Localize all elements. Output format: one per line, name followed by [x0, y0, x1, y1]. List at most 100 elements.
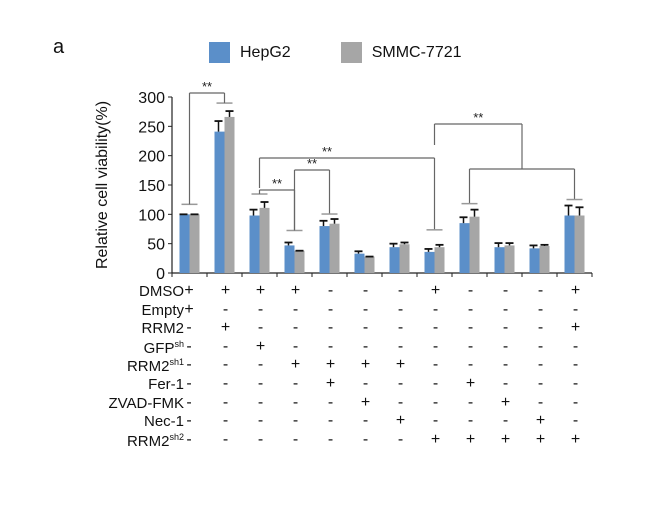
treatment-plus: + [500, 393, 511, 411]
treatment-row-label: RRM2sh1 [127, 357, 184, 375]
treatment-minus: - [362, 319, 369, 337]
y-axis-label: Relative cell viability(%) [94, 101, 111, 269]
treatment-row-label: DMSO [139, 283, 184, 300]
treatment-minus: - [502, 412, 509, 430]
bar-smmc [434, 247, 445, 273]
treatment-name: RRM2 [126, 432, 170, 450]
treatment-plus: + [430, 430, 441, 448]
treatment-minus: - [537, 300, 544, 318]
treatment-minus: - [186, 337, 192, 355]
bar-smmc [399, 244, 410, 273]
treatment-plus: + [395, 412, 406, 430]
treatment-minus: - [186, 412, 192, 430]
treatment-minus: - [502, 337, 509, 355]
treatment-minus: - [432, 337, 439, 355]
treatment-minus: - [397, 300, 404, 318]
treatment-minus: - [257, 375, 264, 392]
treatment-minus: - [362, 430, 369, 448]
y-tick-label: 100 [138, 207, 165, 224]
legend-item-smmc: SMMC-7721 [340, 42, 462, 63]
treatment-plus: + [220, 319, 231, 337]
treatment-minus: - [467, 393, 474, 411]
bar-smmc [224, 116, 235, 274]
treatment-minus: - [327, 430, 334, 448]
treatment-plus: + [500, 430, 511, 448]
treatment-plus: + [570, 430, 581, 448]
treatment-minus: - [432, 375, 439, 392]
treatment-minus: - [186, 430, 192, 448]
treatment-minus: - [257, 412, 264, 430]
treatment-minus: - [222, 300, 229, 318]
bar-smmc [189, 214, 200, 273]
y-tick-label: 250 [138, 119, 165, 136]
bar-smmc [329, 223, 340, 273]
y-tick-label: 0 [156, 266, 165, 283]
treatment-minus: - [397, 319, 404, 337]
bar-smmc [504, 245, 515, 273]
bar-hepg2 [564, 215, 575, 273]
treatment-minus: - [397, 337, 404, 355]
treatment-minus: - [292, 337, 299, 355]
treatment-minus: - [327, 282, 334, 299]
significance-label: ** [322, 144, 332, 159]
treatment-name: GFP [143, 339, 175, 357]
treatment-minus: - [257, 430, 264, 448]
treatment-plus: + [360, 393, 371, 411]
legend: HepG2 SMMC-7721 [209, 42, 512, 63]
treatment-row-label: ZVAD-FMK [108, 395, 184, 412]
y-tick-label: 50 [147, 237, 165, 254]
treatment-plus: + [184, 282, 194, 299]
treatment-minus: - [397, 375, 404, 392]
bar-smmc [539, 246, 550, 273]
treatment-plus: + [255, 282, 266, 299]
treatment-minus: - [327, 393, 334, 411]
bar-smmc [574, 215, 585, 273]
treatment-plus: + [465, 375, 476, 392]
y-tick-label: 150 [138, 178, 165, 195]
treatment-name: Nec-1 [143, 413, 184, 431]
treatment-minus: - [362, 412, 369, 430]
treatment-name: Fer-1 [148, 376, 184, 393]
treatment-minus: - [222, 430, 229, 448]
treatment-minus: - [467, 319, 474, 337]
bar-hepg2 [284, 245, 295, 273]
treatment-row-label: Empty [141, 302, 184, 319]
treatment-name: Empty [141, 301, 184, 319]
treatment-minus: - [362, 337, 369, 355]
treatment-plus: + [535, 412, 546, 430]
treatment-plus: + [570, 319, 581, 337]
legend-swatch-hepg2 [209, 42, 230, 63]
treatment-row-label: Fer-1 [148, 376, 184, 393]
treatment-minus: - [292, 300, 299, 318]
treatment-name: RRM2 [126, 358, 170, 376]
treatment-minus: - [397, 282, 404, 299]
bar-smmc [469, 216, 480, 273]
treatment-plus: + [430, 282, 441, 299]
treatment-plus: + [220, 282, 231, 299]
treatment-minus: - [257, 393, 264, 411]
treatment-plus: + [255, 337, 266, 355]
treatment-minus: - [537, 393, 544, 411]
treatment-name: DMSO [139, 283, 184, 300]
treatment-row-label: Nec-1 [144, 413, 184, 430]
treatment-minus: - [537, 375, 544, 392]
treatment-plus: + [290, 282, 301, 299]
treatment-minus: - [292, 393, 299, 411]
treatment-minus: - [292, 375, 299, 392]
y-tick-label: 200 [138, 149, 165, 166]
treatment-minus: - [537, 356, 544, 374]
bar-hepg2 [354, 253, 365, 273]
significance-label: ** [272, 176, 282, 191]
significance-label: ** [473, 110, 483, 125]
legend-label-hepg2: HepG2 [240, 43, 291, 61]
treatment-plus: + [395, 356, 406, 374]
treatment-minus: - [362, 300, 369, 318]
treatment-minus: - [467, 356, 474, 374]
treatment-minus: - [292, 430, 299, 448]
treatment-minus: - [432, 393, 439, 411]
y-tick-label: 300 [138, 90, 165, 107]
treatment-minus: - [257, 300, 264, 318]
panel-label: a [53, 36, 65, 58]
treatment-minus: - [502, 282, 509, 299]
treatment-plus: + [325, 356, 336, 374]
